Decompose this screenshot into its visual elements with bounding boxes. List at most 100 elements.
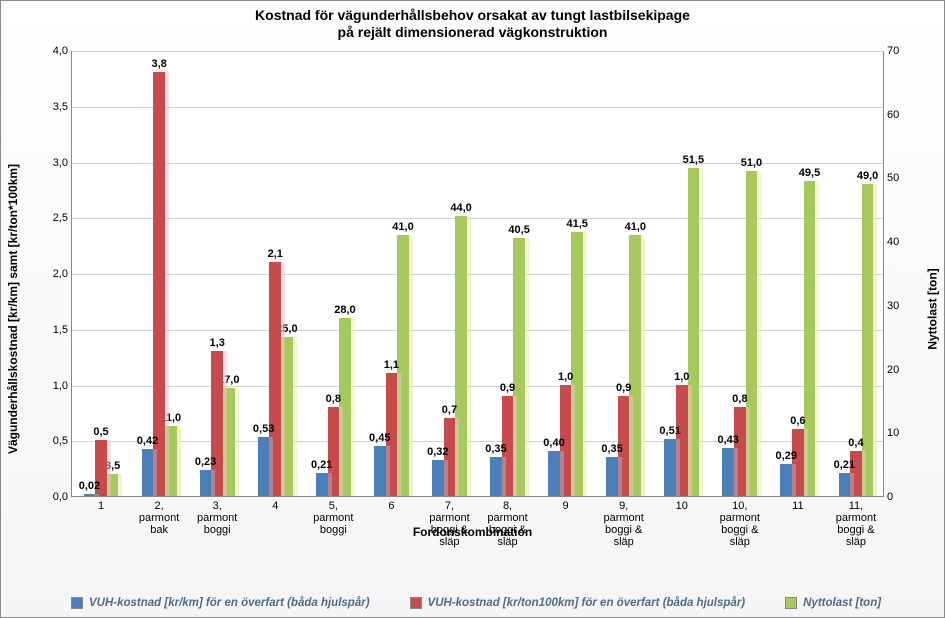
category-label: 8,parmontboggi &släp <box>478 496 538 548</box>
bar-value-label: 0,8 <box>732 393 747 405</box>
title-line-1: Kostnad för vägunderhållsbehov orsakat a… <box>1 7 944 24</box>
bar-value-label: 0,4 <box>848 437 863 449</box>
bar-value-label: 28,0 <box>334 304 355 316</box>
gridline <box>72 107 883 108</box>
bar-value-label: 0,45 <box>369 432 390 444</box>
category-label: 7,parmontboggi &släp <box>419 496 479 548</box>
bar-value-label: 41,5 <box>567 218 588 230</box>
y-left-tick: 2,5 <box>53 212 72 224</box>
gridline <box>72 218 883 219</box>
bar-value-label: 0,32 <box>427 446 448 458</box>
bar-value-label: 0,02 <box>79 480 100 492</box>
category-label: 3,parmontboggi <box>187 496 247 536</box>
y-axis-left-label: Vägunderhållskostnad [kr/km] samt [kr/to… <box>6 164 20 454</box>
bar-value-label: 49,5 <box>799 167 820 179</box>
bar-value-label: 0,5 <box>93 426 108 438</box>
bar-value-label: 1,1 <box>384 359 399 371</box>
bar-value-label: 0,35 <box>485 443 506 455</box>
y-left-tick: 1,0 <box>53 380 72 392</box>
legend-swatch <box>785 597 797 609</box>
gridline <box>72 386 883 387</box>
bar-value-label: 0,53 <box>253 423 274 435</box>
bar-value-label: 0,21 <box>834 459 855 471</box>
y-right-tick: 30 <box>883 300 899 312</box>
y-left-tick: 0,0 <box>53 491 72 503</box>
y-right-tick: 50 <box>883 172 899 184</box>
category-label: 11,parmontboggi &släp <box>826 496 886 548</box>
bar-value-label: 1,0 <box>558 371 573 383</box>
legend: VUH-kostnad [kr/km] för en överfart (båd… <box>71 597 884 609</box>
gridline <box>72 330 883 331</box>
legend-label: VUH-kostnad [kr/ton100km] för en överfar… <box>428 597 746 609</box>
plot-area: 0,00,51,01,52,02,53,03,54,00102030405060… <box>71 51 884 497</box>
bar-vuh_krkm <box>316 473 328 496</box>
y-right-tick: 60 <box>883 109 899 121</box>
category-label: 1 <box>71 496 131 512</box>
y-right-tick: 70 <box>883 45 899 57</box>
bar-value-label: 49,0 <box>857 170 878 182</box>
legend-label: Nyttolast [ton] <box>803 597 881 609</box>
legend-item-nyttolast: Nyttolast [ton] <box>785 597 881 609</box>
y-left-tick: 3,5 <box>53 101 72 113</box>
bar-value-label: 44,0 <box>450 202 471 214</box>
chart-container: Kostnad för vägunderhållsbehov orsakat a… <box>0 0 945 618</box>
category-label: 4 <box>245 496 305 512</box>
bar-value-label: 1,0 <box>674 371 689 383</box>
bar-value-label: 51,5 <box>683 154 704 166</box>
y-left-tick: 4,0 <box>53 45 72 57</box>
bar-vuh_krkm <box>839 473 851 496</box>
bar-value-label: 0,35 <box>601 443 622 455</box>
bar-vuh_krkm <box>548 451 560 496</box>
y-right-tick: 40 <box>883 236 899 248</box>
bar-value-label: 0,9 <box>500 382 515 394</box>
category-label: 5,parmontboggi <box>303 496 363 536</box>
bar-vuh_krton100km <box>153 72 165 496</box>
category-label: 6 <box>361 496 421 512</box>
bar-value-label: 0,40 <box>543 437 564 449</box>
bar-value-label: 0,9 <box>616 382 631 394</box>
bar-vuh_krkm <box>374 446 386 496</box>
bar-value-label: 0,29 <box>776 450 797 462</box>
category-label: 10 <box>652 496 712 512</box>
bar-value-label: 3,8 <box>151 58 166 70</box>
legend-item-vuh_krton100km: VUH-kostnad [kr/ton100km] för en överfar… <box>410 597 746 609</box>
category-label: 2,parmontbak <box>129 496 189 536</box>
y-right-tick: 10 <box>883 427 899 439</box>
title-line-2: på rejält dimensionerad vägkonstruktion <box>1 24 944 41</box>
category-label: 9,parmontboggi &släp <box>594 496 654 548</box>
bar-vuh_krkm <box>200 470 212 496</box>
bar-value-label: 0,21 <box>311 459 332 471</box>
bar-vuh_krkm <box>490 457 502 496</box>
category-label: 9 <box>536 496 596 512</box>
y-right-tick: 20 <box>883 364 899 376</box>
legend-swatch <box>410 597 422 609</box>
bar-value-label: 41,0 <box>625 221 646 233</box>
bar-value-label: 0,8 <box>326 393 341 405</box>
bar-value-label: 40,5 <box>508 224 529 236</box>
bar-value-label: 0,23 <box>195 456 216 468</box>
bar-value-label: 0,43 <box>717 434 738 446</box>
bar-value-label: 2,1 <box>268 248 283 260</box>
y-axis-right-label: Nyttolast [ton] <box>925 268 939 349</box>
bar-vuh_krkm <box>432 460 444 496</box>
gridline <box>72 441 883 442</box>
category-label: 11 <box>768 496 828 512</box>
chart-title: Kostnad för vägunderhållsbehov orsakat a… <box>1 7 944 41</box>
bar-vuh_krkm <box>258 437 270 496</box>
bar-value-label: 51,0 <box>741 157 762 169</box>
category-label: 10,parmontboggi &släp <box>710 496 770 548</box>
bar-vuh_krkm <box>722 448 734 496</box>
bar-vuh_krkm <box>780 464 792 496</box>
bar-vuh_krkm <box>664 439 676 496</box>
bar-value-label: 41,0 <box>392 221 413 233</box>
legend-swatch <box>71 597 83 609</box>
bar-value-label: 0,6 <box>790 415 805 427</box>
bar-vuh_krkm <box>606 457 618 496</box>
bar-value-label: 1,3 <box>210 337 225 349</box>
bar-value-label: 0,42 <box>137 435 158 447</box>
legend-item-vuh_krkm: VUH-kostnad [kr/km] för en överfart (båd… <box>71 597 370 609</box>
y-left-tick: 1,5 <box>53 324 72 336</box>
bar-value-label: 0,51 <box>659 425 680 437</box>
y-left-tick: 2,0 <box>53 268 72 280</box>
bar-vuh_krkm <box>142 449 154 496</box>
